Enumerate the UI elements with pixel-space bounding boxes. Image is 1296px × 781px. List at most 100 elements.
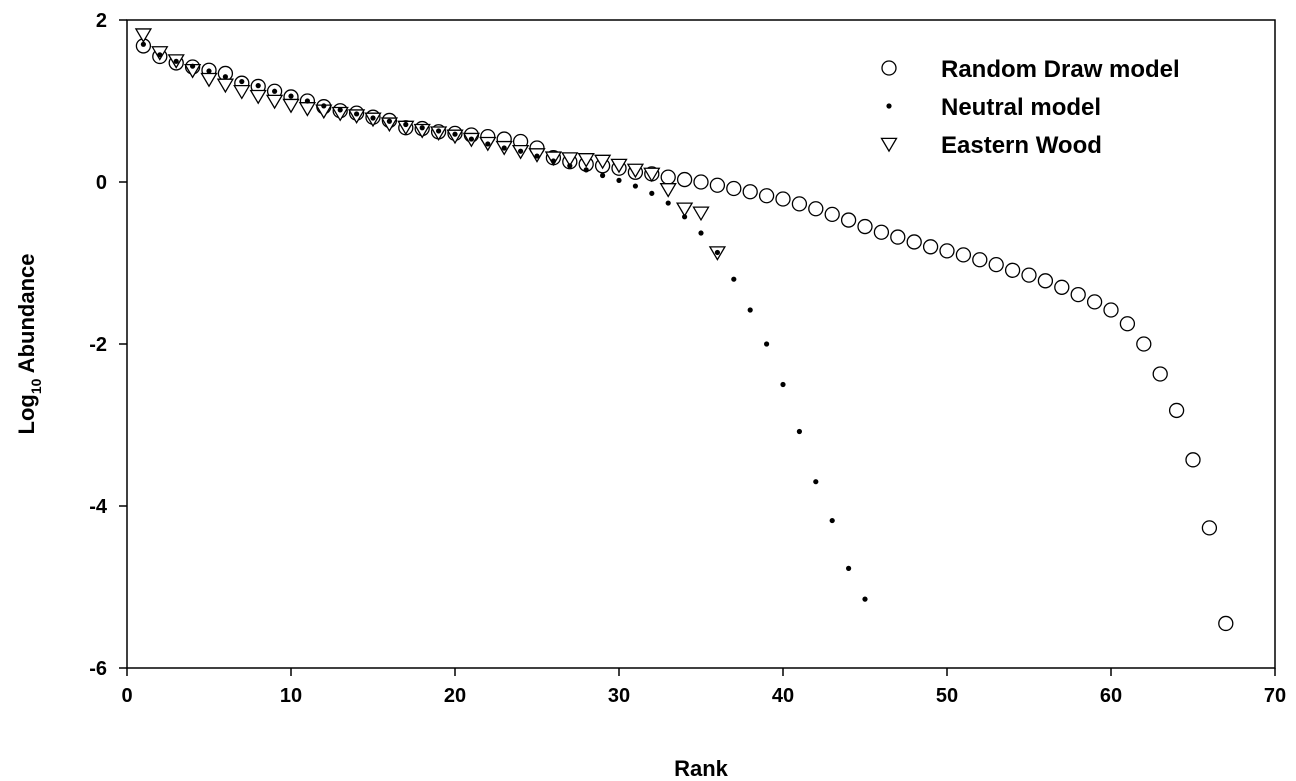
data-point (988, 256, 1004, 273)
data-point (659, 183, 677, 198)
data-point (813, 479, 819, 485)
data-point (1054, 279, 1070, 295)
data-point (709, 177, 726, 193)
data-point (550, 158, 557, 164)
data-point (337, 107, 343, 113)
legend-marker (886, 103, 892, 109)
data-point (140, 41, 146, 47)
data-point (1136, 336, 1152, 352)
data-point (675, 202, 694, 218)
data-point (436, 128, 442, 134)
x-tick-label: 40 (772, 685, 794, 707)
data-point (468, 136, 474, 142)
data-point (577, 153, 595, 168)
data-point (200, 72, 218, 88)
x-axis-title: Rank (674, 756, 729, 781)
series-neutral-model (140, 41, 868, 602)
data-point (190, 63, 196, 69)
data-point (321, 103, 327, 109)
data-point (649, 190, 655, 196)
x-tick-label: 70 (1264, 685, 1286, 707)
data-point (643, 167, 661, 183)
data-point (397, 120, 415, 136)
data-point (873, 224, 890, 240)
legend-label: Random Draw model (941, 56, 1180, 83)
data-point (676, 171, 693, 188)
data-point (354, 111, 360, 117)
data-point (665, 200, 671, 206)
data-point (939, 243, 955, 259)
data-point (714, 249, 721, 256)
data-point (726, 180, 742, 197)
data-point (693, 174, 709, 190)
data-point (403, 121, 409, 128)
data-point (157, 52, 163, 58)
data-point (272, 88, 278, 94)
data-point (808, 201, 824, 217)
data-point (485, 141, 491, 147)
y-tick-label: 2 (96, 10, 107, 32)
y-axis-title-suffix: Abundance (14, 254, 39, 379)
data-point (249, 89, 267, 105)
data-point (134, 28, 153, 43)
data-point (298, 102, 317, 117)
data-point (255, 83, 261, 89)
data-point (857, 218, 873, 235)
data-point (534, 153, 540, 159)
data-point (593, 154, 612, 170)
data-point (1218, 615, 1234, 632)
legend-item: Neutral model (886, 94, 1101, 121)
data-point (173, 58, 179, 64)
legend-item: Random Draw model (881, 56, 1180, 83)
data-point (370, 115, 376, 121)
data-point (518, 148, 524, 154)
data-point (796, 428, 803, 435)
data-point (824, 206, 840, 223)
data-point (747, 307, 753, 313)
data-point (1004, 262, 1021, 278)
data-point (1168, 402, 1185, 419)
legend-item: Eastern Wood (880, 132, 1102, 159)
data-point (742, 184, 758, 200)
data-point (222, 74, 228, 80)
data-point (922, 239, 939, 255)
data-point (972, 252, 988, 268)
data-point (890, 229, 906, 245)
data-point (216, 78, 235, 94)
data-point (288, 93, 294, 99)
data-point (829, 517, 835, 524)
legend: Random Draw model Neutral model Eastern Wo… (880, 56, 1180, 159)
data-point (282, 98, 300, 114)
x-tick-label: 10 (280, 685, 302, 707)
data-point (1037, 273, 1054, 289)
data-point (1185, 452, 1201, 468)
x-tick-label: 20 (444, 685, 466, 707)
data-point (1119, 316, 1136, 332)
y-axis-ticks: -6 -4 -2 0 2 (89, 10, 127, 680)
legend-label: Neutral model (941, 94, 1101, 121)
series-random-draw-model (135, 38, 1234, 632)
series-eastern-wood (134, 28, 727, 261)
data-point (698, 230, 704, 236)
data-point (413, 123, 431, 139)
legend-marker (880, 137, 898, 153)
data-point (233, 85, 251, 100)
data-point (1070, 286, 1086, 303)
plot-frame (126, 19, 1276, 669)
y-tick-label: -6 (89, 658, 107, 680)
y-tick-label: 0 (96, 172, 107, 194)
data-point (452, 131, 458, 137)
data-point (764, 341, 770, 347)
data-point (501, 145, 507, 151)
data-point (682, 214, 688, 220)
data-point (780, 381, 786, 388)
data-point (731, 276, 737, 282)
data-point (583, 167, 589, 173)
y-axis-title: Log10 Abundance (14, 254, 44, 435)
data-point (775, 191, 791, 207)
data-point (265, 94, 284, 110)
data-point (1086, 294, 1103, 310)
data-point (304, 98, 310, 104)
data-point (616, 177, 622, 183)
